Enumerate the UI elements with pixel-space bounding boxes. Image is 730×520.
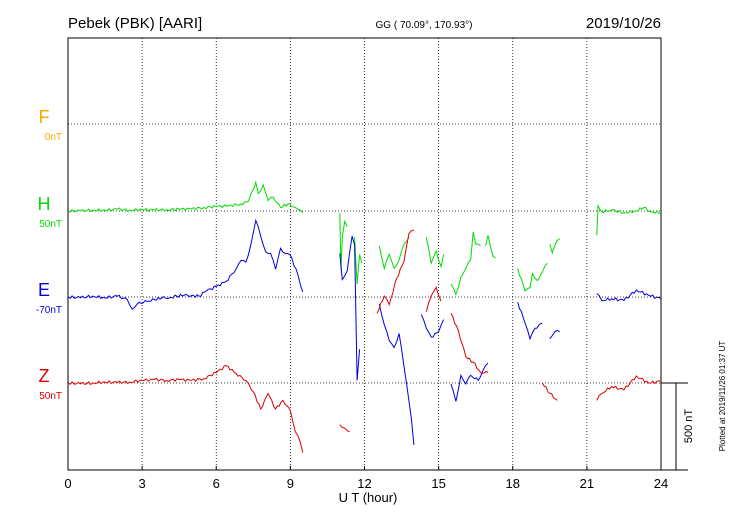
- x-tick-label: 18: [506, 476, 520, 491]
- series-z: [68, 229, 661, 453]
- series-z-segment: [339, 424, 350, 433]
- series-e-segment: [339, 235, 361, 381]
- channel-labels: F 0nT H 50nT E -70nT Z 50nT: [36, 107, 62, 402]
- series-h-segment: [450, 231, 481, 296]
- x-tick-label: 24: [654, 476, 668, 491]
- series-h-segment: [354, 237, 363, 285]
- channel-name-f: F: [39, 107, 50, 127]
- scale-bar: 500 nT: [661, 382, 695, 471]
- series-e-segment: [596, 289, 661, 302]
- series-z-segment: [596, 375, 661, 401]
- series-e-segment: [450, 362, 489, 402]
- x-tick-label: 0: [64, 476, 71, 491]
- series-h-segment: [68, 180, 304, 214]
- series-h-segment: [596, 203, 661, 236]
- channel-baseline-e: -70nT: [36, 305, 62, 316]
- series-h-segment: [517, 262, 548, 292]
- x-tick-label: 15: [431, 476, 445, 491]
- x-axis-label: U T (hour): [339, 490, 398, 505]
- x-axis-ticks: 0 3 6 9 12 15 18 21 24: [64, 466, 668, 491]
- series-z-segment: [376, 229, 415, 314]
- series-e-segment: [68, 218, 304, 310]
- series-z-segment: [68, 365, 304, 453]
- plot-date: 2019/10/26: [586, 15, 661, 32]
- station-title: Pebek (PBK) [AARI]: [68, 15, 202, 32]
- series-e-segment: [420, 314, 445, 338]
- x-tick-label: 9: [287, 476, 294, 491]
- series-h-segment: [425, 237, 445, 269]
- series-e-segment: [378, 303, 415, 445]
- station-coordinates: GG ( 70.09°, 170.93°): [376, 20, 473, 31]
- channel-baseline-f: 0nT: [45, 132, 62, 143]
- channel-name-e: E: [38, 280, 50, 300]
- x-tick-label: 21: [580, 476, 594, 491]
- series-e-segment: [549, 329, 560, 340]
- channel-name-z: Z: [39, 366, 50, 386]
- series-h: [68, 180, 661, 296]
- series-z-segment: [425, 286, 442, 312]
- series-h-segment: [549, 238, 560, 255]
- series-layer: [68, 180, 661, 453]
- x-tick-label: 6: [213, 476, 220, 491]
- x-tick-label: 12: [357, 476, 371, 491]
- series-e-segment: [517, 302, 543, 341]
- series-z-segment: [541, 382, 558, 401]
- grid-lines: [68, 38, 661, 470]
- series-h-segment: [485, 235, 496, 259]
- series-h-segment: [339, 212, 348, 271]
- series-h-segment: [378, 236, 410, 271]
- plotted-at-note: Plotted at 2019/11/26 01:37 UT: [718, 341, 727, 452]
- series-z-segment: [450, 313, 489, 374]
- scale-bar-label: 500 nT: [683, 409, 695, 444]
- channel-baseline-h: 50nT: [39, 219, 62, 230]
- series-e: [68, 218, 661, 445]
- x-tick-label: 3: [139, 476, 146, 491]
- channel-baseline-z: 50nT: [39, 391, 62, 402]
- channel-name-h: H: [38, 194, 51, 214]
